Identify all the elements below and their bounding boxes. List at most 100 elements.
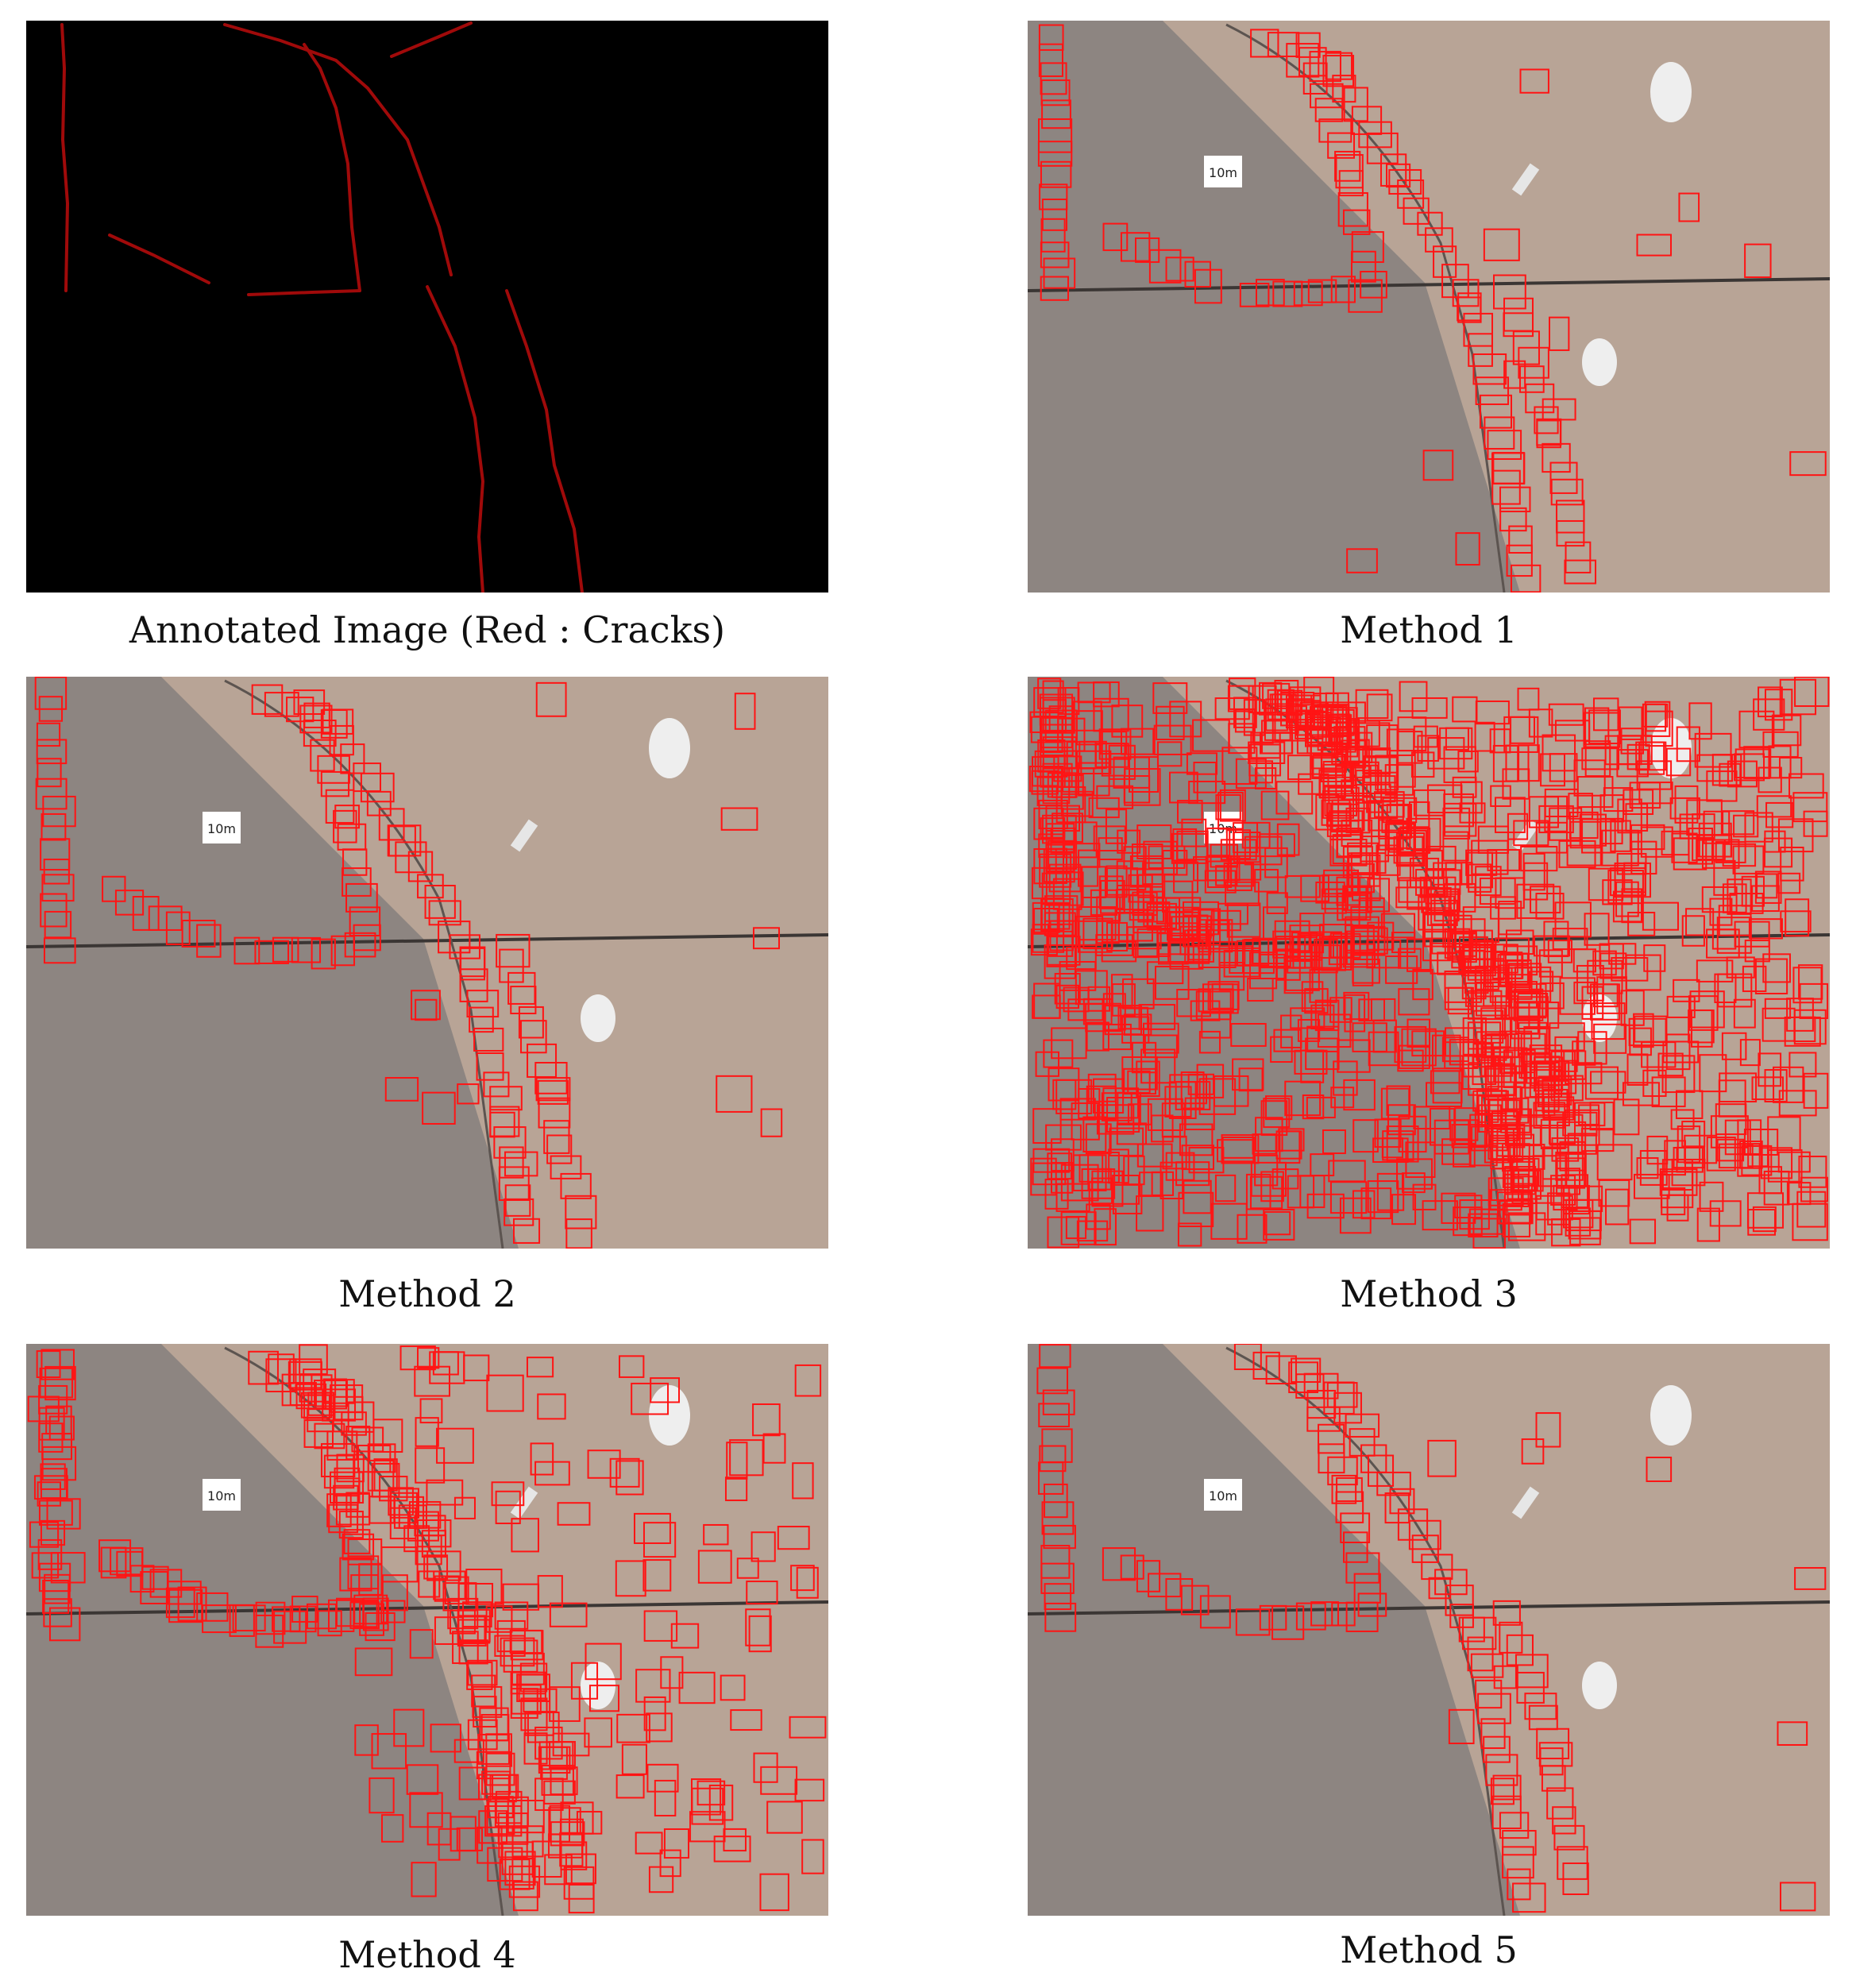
detection-box	[1553, 1824, 1585, 1851]
detection-box	[1140, 1048, 1176, 1084]
detection-box	[1276, 823, 1300, 856]
detection-box	[1043, 257, 1076, 289]
detection-box	[678, 1671, 716, 1704]
detection-box	[1794, 1567, 1827, 1590]
detection-box	[1422, 1200, 1458, 1231]
detection-box	[1506, 959, 1532, 989]
detection-box	[696, 1780, 726, 1806]
detection-box	[1411, 1030, 1445, 1057]
detection-box	[1786, 1182, 1812, 1206]
detection-svg: 10m	[1028, 1344, 1830, 1916]
detection-box	[1237, 1214, 1268, 1244]
detection-box	[1252, 1133, 1277, 1155]
detection-box	[43, 859, 70, 885]
detection-box	[1111, 974, 1133, 1007]
detection-box	[1173, 861, 1199, 894]
detection-box	[1230, 1023, 1267, 1047]
detection-box	[1106, 921, 1129, 952]
detection-box	[1123, 775, 1151, 804]
detection-box	[1329, 718, 1360, 744]
detection-box	[1322, 1129, 1346, 1155]
detection-box	[1403, 197, 1430, 225]
detection-box	[1360, 1187, 1392, 1220]
detection-box	[1378, 819, 1404, 851]
debris-bag	[1582, 338, 1617, 386]
detection-box	[1345, 1552, 1380, 1584]
detection-box	[1071, 1102, 1100, 1141]
detection-box	[1297, 1018, 1321, 1042]
detection-box	[550, 1155, 582, 1179]
detection-box	[1406, 1018, 1431, 1048]
detection-box	[1794, 677, 1830, 708]
detection-box	[1777, 1721, 1808, 1746]
detection-box	[1665, 1033, 1691, 1071]
detection-box	[1665, 747, 1692, 777]
detection-box	[1363, 771, 1398, 798]
detection-box	[1442, 807, 1471, 840]
detection-box	[502, 1583, 540, 1611]
detection-box	[1675, 1090, 1704, 1120]
detection-box	[697, 1550, 732, 1584]
detection-box	[1329, 1181, 1368, 1214]
detection-box	[1280, 1014, 1302, 1048]
detection-box	[670, 1623, 700, 1649]
mask-background	[26, 21, 828, 593]
detection-box	[1318, 1423, 1345, 1454]
detection-box	[1491, 1033, 1516, 1067]
detection-box	[1669, 797, 1700, 820]
detection-box	[1457, 750, 1479, 773]
detection-box	[1347, 852, 1371, 887]
detection-box	[1233, 697, 1257, 728]
detection-box	[1550, 478, 1584, 506]
detection-box	[1666, 995, 1696, 1018]
detection-box	[371, 1733, 407, 1770]
detection-box	[1764, 830, 1786, 853]
detection-box	[436, 1427, 474, 1464]
detection-box	[1629, 1218, 1657, 1245]
detection-box	[1417, 735, 1440, 762]
detection-box	[1310, 83, 1344, 109]
scale-marker	[1204, 156, 1242, 187]
detection-box	[1388, 168, 1422, 195]
detection-box	[314, 1422, 345, 1450]
detection-box	[1318, 1443, 1345, 1474]
detection-box	[462, 1601, 492, 1628]
detection-box	[1792, 792, 1828, 823]
detection-box	[1288, 1361, 1319, 1394]
detection-box	[1085, 1123, 1112, 1155]
detection-box	[311, 938, 336, 970]
detection-box	[1502, 1830, 1537, 1856]
detection-box	[1556, 1168, 1581, 1195]
detection-box	[748, 1615, 772, 1653]
crack-line	[426, 285, 485, 593]
detection-box	[1275, 948, 1301, 981]
detection-box	[48, 1415, 75, 1441]
detection-box	[751, 1531, 776, 1562]
detection-box	[792, 1462, 814, 1500]
detection-box	[1278, 1128, 1305, 1152]
detection-box	[1615, 881, 1639, 917]
detection-box	[1161, 880, 1194, 913]
detection-box	[1088, 797, 1120, 819]
detection-box	[1803, 1072, 1829, 1109]
detection-box	[41, 1433, 72, 1461]
detection-box	[1678, 192, 1700, 222]
detection-box	[409, 1792, 443, 1828]
detection-box	[1367, 1454, 1395, 1487]
detection-box	[1176, 989, 1211, 1017]
detection-box	[29, 1521, 60, 1548]
detection-box	[367, 1443, 396, 1473]
detection-box	[1756, 795, 1792, 818]
detection-box	[1113, 756, 1150, 789]
detection-box	[1499, 1200, 1534, 1225]
detection-box	[1248, 743, 1282, 777]
detection-box	[1536, 419, 1561, 449]
detection-box	[1510, 564, 1542, 593]
detection-box	[407, 851, 434, 882]
detection-box	[588, 1685, 620, 1712]
detection-box	[1503, 312, 1534, 338]
detection-box	[1345, 1413, 1380, 1438]
detection-box	[1502, 1846, 1534, 1879]
detection-box	[1343, 87, 1368, 122]
detection-box	[380, 1600, 406, 1623]
